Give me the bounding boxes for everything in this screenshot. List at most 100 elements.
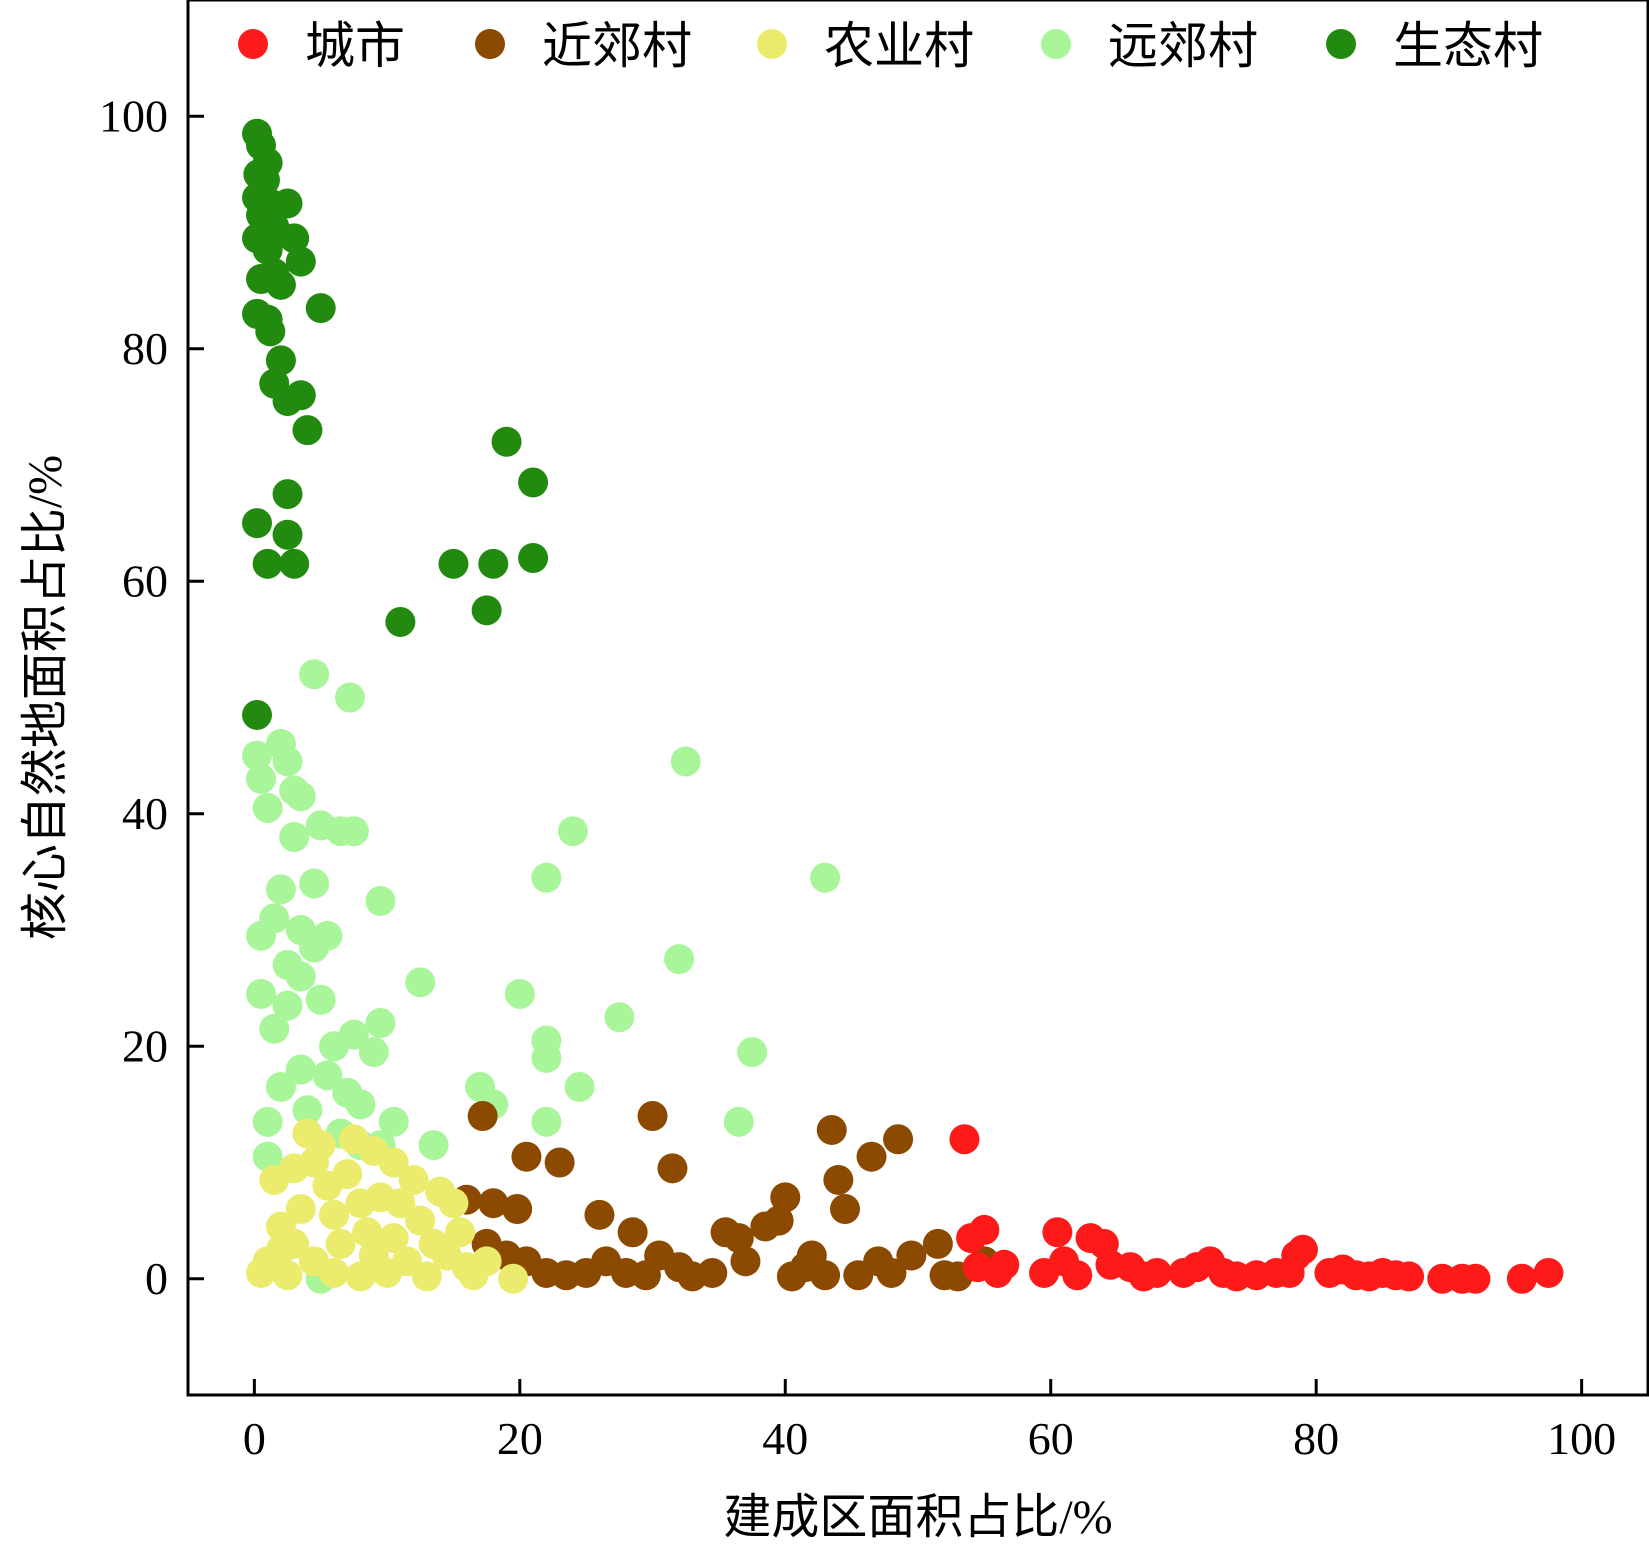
- data-point: [949, 1124, 980, 1155]
- data-point: [544, 1147, 575, 1178]
- data-point: [763, 1205, 794, 1236]
- data-point: [1394, 1261, 1425, 1292]
- data-point: [265, 269, 296, 300]
- data-point: [358, 1037, 389, 1068]
- data-point: [345, 1261, 376, 1292]
- data-point: [272, 1260, 303, 1291]
- data-point: [1460, 1263, 1491, 1294]
- data-point: [584, 1199, 615, 1230]
- data-point: [255, 316, 286, 347]
- data-point: [334, 682, 365, 713]
- data-point: [272, 519, 303, 550]
- y-tick-label: 80: [122, 323, 168, 374]
- series-1-points: [451, 1101, 1000, 1292]
- data-point: [365, 1008, 396, 1038]
- legend-label: 城市: [305, 18, 405, 74]
- data-point: [604, 1002, 635, 1033]
- x-tick-label: 80: [1293, 1413, 1339, 1464]
- data-point: [319, 1257, 349, 1288]
- data-point: [265, 1071, 296, 1102]
- data-point: [285, 1194, 316, 1224]
- data-point: [856, 1141, 887, 1172]
- data-point: [989, 1249, 1020, 1280]
- x-axis: 0 20 40 60 80 100: [243, 1379, 1616, 1464]
- data-point: [511, 1141, 542, 1172]
- data-point: [292, 415, 323, 446]
- data-point: [292, 1095, 323, 1126]
- data-point: [252, 234, 283, 265]
- data-point: [285, 781, 316, 812]
- data-point: [312, 1060, 343, 1091]
- data-point: [338, 1019, 369, 1050]
- data-point: [312, 920, 343, 951]
- data-point: [770, 1182, 801, 1213]
- series-4-points: [242, 118, 549, 730]
- data-point: [438, 548, 469, 579]
- data-point: [1062, 1260, 1093, 1291]
- y-tick-label: 100: [99, 90, 168, 141]
- x-tick-label: 40: [762, 1413, 808, 1464]
- data-point: [830, 1194, 860, 1224]
- legend: 城市 近郊村 农业村 远郊村 生态村: [238, 18, 1543, 74]
- data-point: [467, 1101, 498, 1131]
- data-point: [398, 1164, 429, 1195]
- legend-label: 农业村: [824, 18, 974, 74]
- data-point: [518, 543, 549, 573]
- data-point: [502, 1194, 533, 1224]
- data-point: [378, 1106, 409, 1137]
- legend-label: 生态村: [1393, 18, 1543, 74]
- data-point: [637, 1101, 668, 1131]
- data-point: [272, 990, 303, 1021]
- data-point: [385, 606, 416, 637]
- data-point: [265, 345, 296, 376]
- data-point: [896, 1240, 927, 1271]
- data-point: [242, 508, 273, 539]
- data-point: [478, 1188, 509, 1219]
- data-point: [305, 984, 336, 1015]
- data-point: [411, 1261, 442, 1292]
- legend-marker: [757, 29, 787, 59]
- legend-marker: [475, 29, 505, 59]
- data-point: [723, 1106, 754, 1137]
- data-point: [279, 223, 310, 254]
- data-point: [557, 816, 588, 847]
- data-point: [259, 903, 290, 934]
- legend-marker: [1326, 29, 1356, 59]
- data-point: [810, 862, 841, 893]
- x-tick-label: 0: [243, 1413, 266, 1464]
- x-tick-label: 60: [1028, 1413, 1074, 1464]
- series-3-points: [242, 659, 841, 1294]
- series-2-points: [246, 1118, 529, 1294]
- data-point: [1287, 1234, 1318, 1265]
- data-point: [325, 1228, 356, 1259]
- data-point: [365, 885, 396, 916]
- data-point: [252, 1141, 283, 1172]
- data-point: [723, 1223, 754, 1254]
- data-point: [279, 1153, 310, 1184]
- data-point: [352, 1217, 383, 1248]
- y-axis: 0 20 40 60 80 100: [99, 90, 204, 1304]
- data-point: [922, 1228, 953, 1259]
- x-axis-label: 建成区面积占比/%: [723, 1491, 1112, 1544]
- data-point: [285, 961, 316, 992]
- data-point: [816, 1114, 847, 1145]
- data-point: [332, 1159, 363, 1190]
- data-point: [242, 699, 273, 730]
- data-point: [969, 1214, 1000, 1245]
- legend-label: 近郊村: [542, 18, 692, 74]
- data-point: [265, 1234, 296, 1265]
- data-point: [405, 1205, 436, 1236]
- data-point: [418, 1130, 449, 1161]
- data-point: [1141, 1257, 1172, 1288]
- data-point: [737, 1037, 768, 1068]
- data-point: [657, 1153, 688, 1184]
- data-point: [345, 1089, 376, 1120]
- data-point: [272, 479, 303, 510]
- data-point: [279, 548, 310, 579]
- data-point: [883, 1124, 914, 1155]
- y-tick-label: 60: [122, 555, 168, 606]
- data-point: [1533, 1257, 1564, 1288]
- data-point: [299, 659, 330, 690]
- data-point: [471, 595, 502, 626]
- data-point: [478, 548, 509, 579]
